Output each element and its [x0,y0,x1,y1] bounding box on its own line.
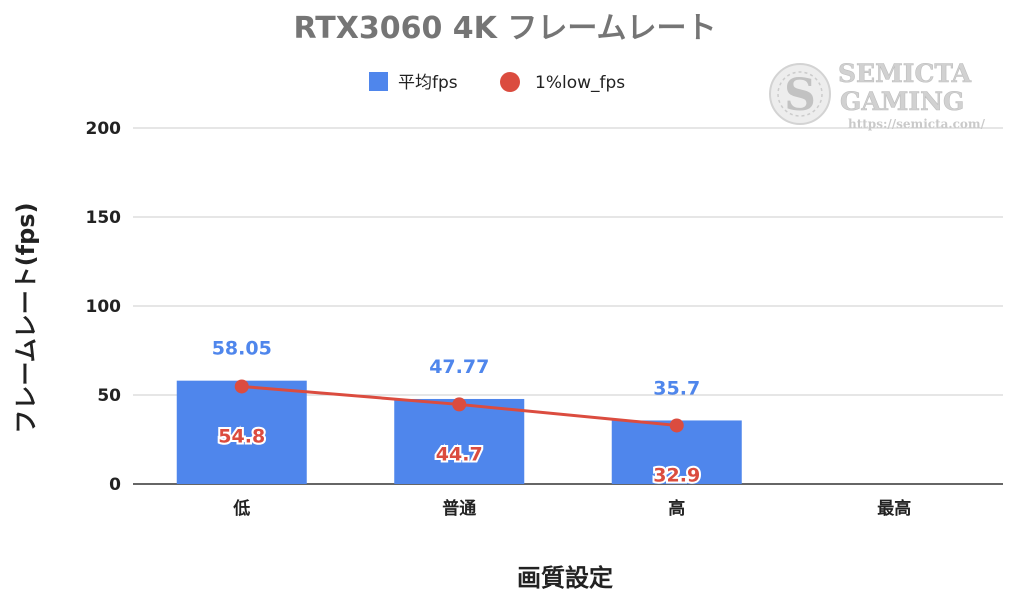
watermark-url: https://semicta.com/ [848,117,986,131]
x-tick-label: 最高 [877,498,911,519]
bar-value-label: 35.7 [653,377,700,399]
bar [176,380,307,484]
legend-marker-low [500,72,520,92]
line-value-label: 54.8 [218,425,265,447]
legend-swatch-avg [369,72,388,91]
y-tick-label: 0 [109,475,121,495]
watermark-logo-letter: S [784,70,816,121]
y-tick-label: 100 [86,297,122,317]
line-value-label: 44.7 [436,443,483,465]
line-point [669,418,684,433]
line-point [452,397,467,412]
y-tick-labels: 0 50 100 150 200 [86,119,122,495]
legend-label-avg: 平均fps [398,73,458,93]
watermark-line2: GAMING [840,87,964,116]
line-series: 54.8 44.7 32.9 [216,379,702,488]
line-value-label: 32.9 [653,464,700,486]
y-axis-title: フレームレート(fps) [12,202,40,433]
watermark-line1: SEMICTA [838,59,972,88]
y-tick-label: 150 [86,208,122,228]
line-point [234,379,249,394]
watermark: S SEMICTA GAMING https://semicta.com/ [769,59,986,131]
x-tick-label: 低 [232,498,250,519]
x-axis-title: 画質設定 [517,564,613,592]
bar [394,398,525,484]
chart-title: RTX3060 4K フレームレート [294,11,717,46]
semicta-s-logo-icon: S [769,63,831,125]
bar-value-label: 58.05 [212,338,272,360]
x-tick-labels: 低 普通 高 最高 [232,498,911,519]
y-tick-label: 200 [86,119,122,139]
x-tick-label: 普通 [442,498,476,519]
bar-series: 58.05 47.77 35.7 [176,338,742,484]
legend-label-low: 1%low_fps [535,73,625,93]
y-tick-label: 50 [97,386,121,406]
bar-value-label: 47.77 [429,356,489,378]
legend: 平均fps 1%low_fps [369,72,625,93]
x-tick-label: 高 [668,498,685,519]
